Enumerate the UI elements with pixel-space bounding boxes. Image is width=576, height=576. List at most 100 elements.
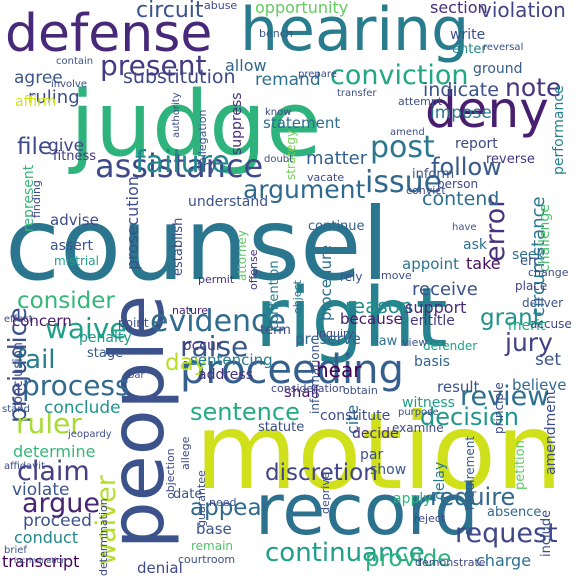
word-assert: assert bbox=[50, 238, 94, 254]
word-include: include bbox=[539, 509, 554, 557]
word-stand: stand bbox=[2, 404, 30, 415]
word-support: support bbox=[405, 298, 467, 317]
word-waive: waive bbox=[45, 312, 127, 345]
word-occur: occur bbox=[183, 338, 222, 354]
word-law: law bbox=[375, 334, 398, 349]
word-appoint: appoint bbox=[402, 255, 459, 273]
word-point: point bbox=[118, 316, 149, 330]
word-issue: issue bbox=[365, 165, 443, 200]
word-move: move bbox=[381, 269, 412, 282]
word-procedure: procedure bbox=[317, 244, 335, 321]
word-give: give bbox=[48, 136, 85, 156]
word-bench: bench bbox=[259, 27, 293, 40]
word-determination: determination bbox=[97, 498, 110, 576]
word-attempt: attempt bbox=[398, 95, 443, 108]
word-require: require bbox=[430, 483, 516, 511]
word-abuse: abuse bbox=[204, 0, 238, 12]
word-because: because bbox=[340, 310, 403, 328]
word-object: object bbox=[291, 280, 304, 314]
word-report: report bbox=[455, 136, 498, 152]
word-enter: enter bbox=[452, 42, 487, 57]
word-raise: raise bbox=[180, 330, 249, 363]
word-witness: witness bbox=[402, 395, 455, 411]
word-reverse: reverse bbox=[486, 152, 535, 167]
word-post: post bbox=[370, 130, 435, 165]
word-term: term bbox=[260, 323, 291, 338]
word-requirement: requirement bbox=[463, 435, 477, 510]
word-allow: allow bbox=[225, 56, 267, 75]
word-basis: basis bbox=[414, 354, 450, 370]
word-discretion: discretion bbox=[265, 460, 378, 486]
word-preserve: preserve bbox=[295, 330, 361, 348]
word-establish: establish bbox=[171, 217, 186, 276]
word-apply: apply bbox=[393, 491, 432, 507]
word-authority: authority bbox=[171, 92, 182, 138]
word-conclude: conclude bbox=[44, 398, 121, 418]
word-process: process bbox=[22, 369, 130, 402]
word-purpose: purpose bbox=[398, 407, 439, 418]
word-effect: effect bbox=[4, 314, 33, 325]
word-offense: offense bbox=[247, 249, 260, 290]
word-consider: consider bbox=[17, 288, 115, 314]
word-obtain: obtain bbox=[343, 384, 378, 397]
word-determine: determine bbox=[13, 442, 96, 461]
word-prosecution: prosecution bbox=[123, 176, 142, 270]
word-impose: impose bbox=[430, 103, 492, 123]
word-note: note bbox=[505, 73, 562, 102]
word-par: par bbox=[360, 447, 384, 463]
word-continuance: continuance bbox=[265, 538, 425, 568]
word-allege: allege bbox=[179, 436, 192, 470]
word-conviction: conviction bbox=[330, 60, 469, 91]
word-jeopardy: jeopardy bbox=[68, 429, 112, 440]
word-vacate: vacate bbox=[307, 171, 345, 184]
word-evidence: evidence bbox=[150, 304, 287, 339]
word-penalty: penalty bbox=[79, 330, 132, 346]
word-involve: involve bbox=[51, 79, 88, 90]
word-reversal: reversal bbox=[483, 42, 524, 53]
word-concern: concern bbox=[12, 312, 72, 330]
word-grant: grant bbox=[480, 305, 542, 331]
word-violate: violate bbox=[12, 480, 70, 500]
word-allegation: allegation bbox=[196, 109, 209, 164]
word-appear: appear bbox=[190, 495, 271, 521]
word-denial: denial bbox=[137, 559, 183, 576]
word-argument: argument bbox=[243, 175, 366, 204]
word-indicate: indicate bbox=[423, 79, 499, 101]
word-circuit: circuit bbox=[136, 0, 204, 23]
word-provide: provide bbox=[365, 546, 452, 572]
word-courtroom: courtroom bbox=[178, 553, 236, 566]
word-conclusion: conclusion bbox=[11, 342, 26, 411]
word-result: result bbox=[437, 378, 480, 396]
word-petition: petition bbox=[513, 440, 528, 490]
word-review: review bbox=[460, 381, 550, 412]
word-assistance: assistance bbox=[95, 147, 264, 185]
word-try: try bbox=[197, 159, 217, 175]
word-demonstrate: demonstrate bbox=[415, 556, 486, 569]
word-address: address bbox=[198, 367, 254, 383]
word-have: have bbox=[452, 222, 477, 233]
word-amend: amend bbox=[390, 127, 425, 138]
word-decide: decide bbox=[352, 426, 399, 442]
word-counsel: counsel bbox=[5, 186, 390, 303]
word-contain: contain bbox=[56, 56, 94, 67]
word-stage: stage bbox=[87, 346, 124, 361]
word-person: person bbox=[437, 177, 479, 191]
word-continue: continue bbox=[308, 219, 365, 234]
word-contend: contend bbox=[422, 188, 500, 210]
word-suppress: suppress bbox=[229, 92, 245, 155]
word-finding: finding bbox=[30, 180, 43, 218]
word-section: section bbox=[430, 0, 488, 17]
word-file: file bbox=[17, 134, 53, 160]
word-take: take bbox=[466, 254, 501, 273]
word-advise: advise bbox=[50, 211, 99, 229]
word-failure: failure bbox=[135, 145, 230, 180]
word-violation: violation bbox=[480, 0, 566, 22]
word-transfer: transfer bbox=[337, 88, 377, 99]
word-shall: shall bbox=[284, 383, 319, 401]
word-doubt: doubt bbox=[264, 154, 294, 165]
word-seek: seek bbox=[512, 247, 545, 263]
word-accuse: accuse bbox=[530, 317, 572, 331]
word-argue: argue bbox=[22, 488, 101, 519]
word-right: right bbox=[255, 271, 448, 366]
word-deprive: deprive bbox=[319, 472, 332, 514]
